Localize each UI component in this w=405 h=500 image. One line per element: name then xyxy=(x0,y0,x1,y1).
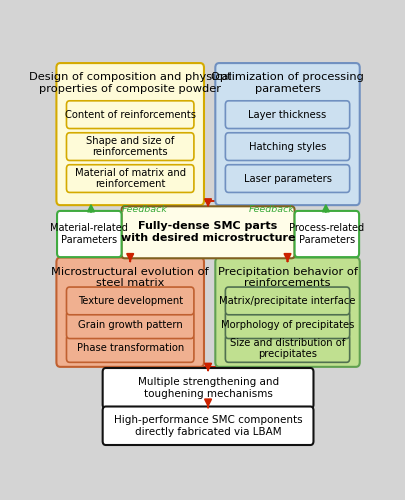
FancyBboxPatch shape xyxy=(225,334,349,362)
FancyBboxPatch shape xyxy=(225,133,349,160)
Text: Fully-dense SMC parts
with desired microstructure: Fully-dense SMC parts with desired micro… xyxy=(121,222,294,243)
Text: Matrix/precipitate interface: Matrix/precipitate interface xyxy=(219,296,355,306)
FancyBboxPatch shape xyxy=(225,101,349,128)
Text: Morphology of precipitates: Morphology of precipitates xyxy=(220,320,353,330)
FancyBboxPatch shape xyxy=(57,211,121,257)
Text: Microstructural evolution of
steel matrix: Microstructural evolution of steel matri… xyxy=(51,266,209,288)
Text: Shape and size of
reinforcements: Shape and size of reinforcements xyxy=(86,136,174,158)
Text: Texture development: Texture development xyxy=(77,296,182,306)
Text: Material of matrix and
reinforcement: Material of matrix and reinforcement xyxy=(75,168,185,190)
FancyBboxPatch shape xyxy=(102,406,313,445)
FancyBboxPatch shape xyxy=(225,164,349,192)
FancyBboxPatch shape xyxy=(66,133,194,160)
Text: Content of reinforcements: Content of reinforcements xyxy=(64,110,195,120)
FancyBboxPatch shape xyxy=(66,287,194,315)
FancyBboxPatch shape xyxy=(102,368,313,408)
FancyBboxPatch shape xyxy=(121,206,294,258)
Text: Multiple strengthening and
toughening mechanisms: Multiple strengthening and toughening me… xyxy=(137,378,278,399)
Text: Feedback: Feedback xyxy=(248,205,294,214)
Text: Size and distribution of
precipitates: Size and distribution of precipitates xyxy=(229,338,344,359)
Text: High-performance SMC components
directly fabricated via LBAM: High-performance SMC components directly… xyxy=(113,415,302,436)
Text: Material-related
Parameters: Material-related Parameters xyxy=(50,223,128,245)
FancyBboxPatch shape xyxy=(66,334,194,362)
FancyBboxPatch shape xyxy=(56,258,203,367)
Text: Layer thickness: Layer thickness xyxy=(248,110,326,120)
Text: Hatching styles: Hatching styles xyxy=(248,142,325,152)
FancyBboxPatch shape xyxy=(66,164,194,192)
Text: Grain growth pattern: Grain growth pattern xyxy=(78,320,182,330)
FancyBboxPatch shape xyxy=(66,101,194,128)
FancyBboxPatch shape xyxy=(225,311,349,338)
FancyBboxPatch shape xyxy=(294,211,358,257)
Text: Laser parameters: Laser parameters xyxy=(243,174,331,184)
FancyBboxPatch shape xyxy=(215,258,359,367)
FancyBboxPatch shape xyxy=(66,311,194,338)
FancyBboxPatch shape xyxy=(225,287,349,315)
Text: Precipitation behavior of
reinforcements: Precipitation behavior of reinforcements xyxy=(217,266,357,288)
Text: Optimization of processing
parameters: Optimization of processing parameters xyxy=(211,72,363,94)
FancyBboxPatch shape xyxy=(56,63,203,205)
Text: Phase transformation: Phase transformation xyxy=(77,344,183,353)
Text: Feedback: Feedback xyxy=(121,205,167,214)
Text: Design of composition and physical
properties of composite powder: Design of composition and physical prope… xyxy=(29,72,231,94)
Text: Process-related
Parameters: Process-related Parameters xyxy=(289,223,364,245)
FancyBboxPatch shape xyxy=(215,63,359,205)
